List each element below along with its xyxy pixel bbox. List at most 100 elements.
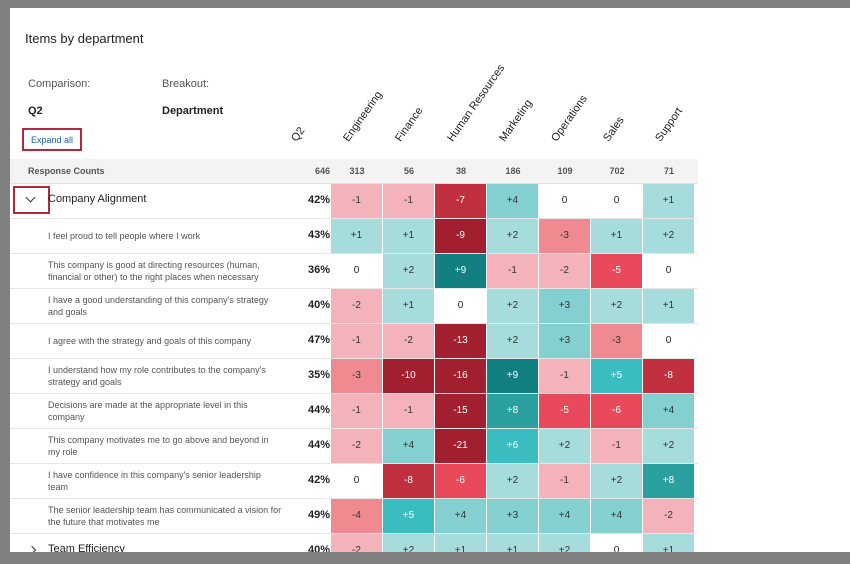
heat-cell: -3 [591,324,642,358]
group-label: Company Alignment [48,193,147,205]
heat-cell: -16 [435,359,486,393]
heat-cell: -3 [331,359,382,393]
comparison-value[interactable]: Q2 [28,105,43,117]
row-score: 42% [307,194,330,206]
heat-cell: -1 [539,359,590,393]
expand-all-button[interactable]: Expand all [22,128,82,151]
heat-cell: -2 [539,254,590,288]
column-header: Sales [601,114,627,144]
row-divider [10,428,698,429]
response-count: 56 [403,166,414,176]
heat-cell: -2 [331,534,382,552]
heat-cell: +5 [383,499,434,533]
counts-row [10,159,698,184]
collapse-toggle[interactable] [13,186,50,214]
heat-cell: -1 [487,254,538,288]
heat-cell: +2 [383,534,434,552]
heat-cell: 0 [331,464,382,498]
row-divider [10,253,698,254]
row-score: 44% [307,404,330,416]
column-header: Human Resources [445,62,508,144]
heat-cell: +1 [383,289,434,323]
row-score: 40% [307,299,330,311]
heat-cell: -5 [539,394,590,428]
heat-cell: +2 [591,464,642,498]
column-header: Support [653,105,686,144]
response-count: 186 [505,166,521,176]
heat-cell: +2 [591,289,642,323]
heat-cell: +4 [487,184,538,218]
heat-cell: +2 [487,324,538,358]
heat-cell: +4 [643,394,694,428]
heat-cell: -10 [383,359,434,393]
heat-cell: +4 [591,499,642,533]
column-header: Q2 [289,125,308,144]
heat-cell: -2 [643,499,694,533]
heat-cell: -5 [591,254,642,288]
item-label: The senior leadership team has communica… [48,505,282,527]
heat-cell: +3 [539,324,590,358]
heat-cell: 0 [539,184,590,218]
heat-cell: +3 [487,499,538,533]
heat-cell: 0 [643,324,694,358]
heat-cell: -2 [383,324,434,358]
response-count: 71 [663,166,674,176]
item-label: This company motivates me to go above an… [48,435,269,457]
row-divider [10,463,698,464]
breakout-value[interactable]: Department [162,105,224,117]
heat-cell: -3 [539,219,590,253]
response-count: 313 [349,166,365,176]
row-score: 42% [307,474,330,486]
heat-cell: +2 [643,429,694,463]
column-header: Operations [549,93,590,144]
heat-cell: +2 [383,254,434,288]
heat-cell: +1 [383,219,434,253]
chevron-right[interactable] [27,545,37,552]
item-label: I have confidence in this company's seni… [48,470,261,492]
heat-cell: -13 [435,324,486,358]
heat-cell: 0 [435,289,486,323]
row-score: 43% [307,229,330,241]
heat-cell: -1 [539,464,590,498]
heat-cell: +1 [435,534,486,552]
comparison-label: Comparison: [28,78,91,90]
heat-cell: +4 [435,499,486,533]
heat-cell: -1 [331,324,382,358]
heat-cell: +2 [487,219,538,253]
heat-cell: +4 [539,499,590,533]
heat-cell: +8 [643,464,694,498]
response-count: 702 [609,166,625,176]
row-score: 36% [307,264,330,276]
heat-cell: +1 [487,534,538,552]
heat-cell: +2 [539,429,590,463]
response-count: 646 [314,166,330,176]
column-header: Finance [393,105,426,144]
heat-cell: +8 [487,394,538,428]
heat-cell: +2 [643,219,694,253]
heat-cell: 0 [591,184,642,218]
heat-cell: -21 [435,429,486,463]
heat-cell: -6 [591,394,642,428]
heat-cell: +3 [539,289,590,323]
row-score: 44% [307,439,330,451]
column-header: Engineering [341,89,385,144]
column-header: Marketing [497,97,535,144]
item-label: I have a good understanding of this comp… [48,295,269,317]
heat-cell: 0 [643,254,694,288]
item-label: Decisions are made at the appropriate le… [48,400,248,422]
response-count: 38 [455,166,466,176]
row-divider [10,218,698,219]
item-label: I feel proud to tell people where I work [48,231,201,241]
modal-title: Items by department [25,31,144,46]
heat-cell: +1 [643,184,694,218]
row-divider [10,393,698,394]
heat-cell: -6 [435,464,486,498]
heat-cell: 0 [591,534,642,552]
heat-cell: -7 [435,184,486,218]
heat-cell: -2 [331,289,382,323]
heat-cell: -8 [643,359,694,393]
heat-cell: -1 [383,394,434,428]
heat-cell: -2 [331,429,382,463]
row-score: 40% [307,544,330,552]
